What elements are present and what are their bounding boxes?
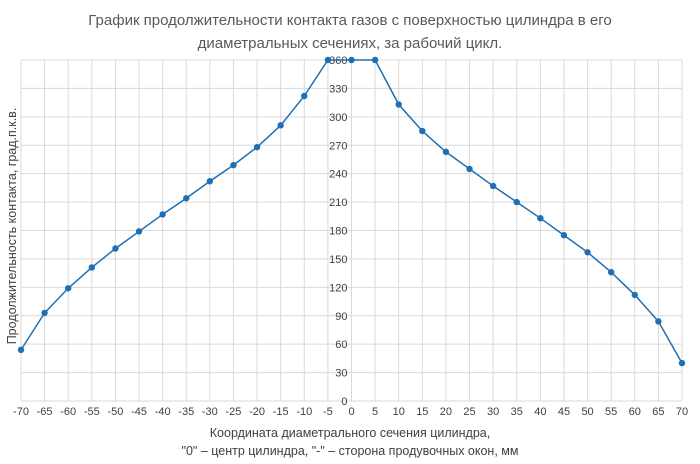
x-tick-label: -70 [13, 406, 29, 418]
data-point [537, 214, 544, 222]
y-tick-label: 300 [329, 112, 347, 124]
data-point [489, 182, 497, 190]
data-point [607, 268, 615, 276]
data-point [395, 101, 402, 108]
data-point [183, 195, 190, 202]
data-point [230, 161, 237, 169]
data-point [324, 56, 332, 64]
y-tick-label: 30 [335, 368, 347, 380]
x-tick-label: 15 [416, 406, 428, 418]
x-tick-label: 5 [372, 406, 378, 418]
y-tick-label: 60 [335, 339, 347, 351]
data-point [301, 92, 308, 100]
data-point [348, 56, 355, 64]
x-tick-label: 65 [652, 406, 664, 418]
x-tick-label: 60 [629, 406, 641, 418]
x-tick-label: -20 [249, 406, 265, 418]
y-tick-label: 360 [329, 55, 347, 67]
data-point [41, 309, 48, 317]
data-point [112, 245, 119, 252]
data-point [584, 249, 591, 256]
x-tick-label: -40 [155, 406, 171, 418]
gridlines [20, 59, 683, 402]
x-tick-label: 30 [487, 406, 499, 418]
data-point [206, 178, 214, 185]
data-point [88, 264, 96, 271]
series [17, 56, 686, 367]
data-point [466, 165, 473, 173]
data-point [678, 359, 686, 367]
data-point [560, 232, 568, 239]
data-point [419, 127, 426, 135]
x-tick-label: 20 [440, 406, 452, 418]
data-point [253, 143, 261, 151]
data-point [65, 285, 72, 292]
x-tick-label: -25 [226, 406, 242, 418]
x-axis-label-line-2: "0" – центр цилиндра, "-" – сторона прод… [182, 444, 519, 458]
x-tick-label: 45 [558, 406, 570, 418]
y-tick-label: 180 [329, 226, 347, 238]
x-tick-label: 40 [534, 406, 546, 418]
x-tick-label: -50 [107, 406, 123, 418]
x-tick-label: 25 [463, 406, 475, 418]
y-tick-label: 210 [329, 197, 347, 209]
y-axis-label: Продолжительность контакта, град.п.к.в. [5, 108, 19, 345]
x-tick-label: -35 [178, 406, 194, 418]
data-point [655, 318, 662, 325]
chart-title: График продолжительности контакта газов … [88, 12, 611, 52]
x-axis-label: Координата диаметрального сечения цилинд… [182, 426, 519, 458]
x-tick-label: -5 [323, 406, 333, 418]
x-tick-label: -30 [202, 406, 218, 418]
data-point [277, 122, 284, 129]
x-tick-label: 10 [393, 406, 405, 418]
x-tick-label: -65 [37, 406, 53, 418]
y-tick-label: 240 [329, 169, 347, 181]
data-point [17, 346, 25, 354]
y-tick-label: 330 [329, 83, 347, 95]
x-tick-label: -45 [131, 406, 147, 418]
y-tick-label: 150 [329, 254, 347, 266]
y-tick-label: 0 [341, 396, 347, 408]
data-point [159, 211, 166, 218]
x-axis-label-line-1: Координата диаметрального сечения цилинд… [210, 426, 490, 440]
x-tick-label: 70 [676, 406, 688, 418]
data-point [442, 148, 450, 156]
chart-title-line-2: диаметральных сечениях, за рабочий цикл. [198, 35, 503, 52]
y-axis-ticks: 0 30 60 90 120 150 180 210 240 270 300 330 360 [329, 55, 347, 408]
x-tick-label: -10 [296, 406, 312, 418]
x-tick-label: 35 [511, 406, 523, 418]
data-point [513, 198, 520, 206]
data-point [371, 56, 379, 64]
x-tick-label: -55 [84, 406, 100, 418]
x-tick-label: -15 [273, 406, 289, 418]
x-axis-ticks: -70 -65 -60 -55 -50 -45 -40 -35 -30 -25 -20 -15 -10-… [13, 406, 688, 418]
x-tick-label: 50 [581, 406, 593, 418]
x-tick-label: 0 [348, 406, 354, 418]
chart-title-line-1: График продолжительности контакта газов … [88, 12, 611, 29]
y-tick-label: 90 [335, 311, 347, 323]
data-point [135, 228, 143, 235]
x-tick-label: 55 [605, 406, 617, 418]
data-point [631, 291, 638, 299]
x-tick-label: -60 [60, 406, 76, 418]
y-tick-label: 120 [329, 282, 347, 294]
y-tick-label: 270 [329, 140, 347, 152]
